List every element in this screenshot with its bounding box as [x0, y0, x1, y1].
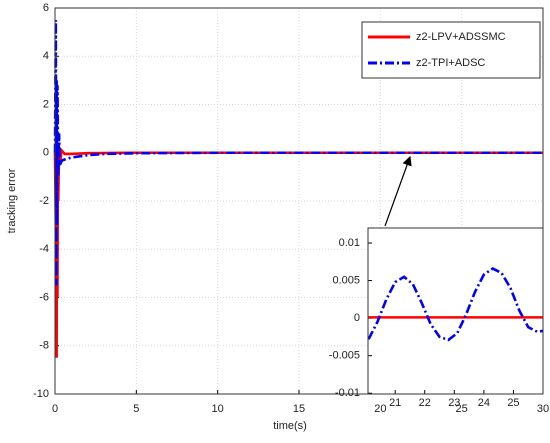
axes-frame: [367, 227, 544, 395]
x-axis-label: time(s): [273, 420, 307, 432]
axes-frame: [54, 7, 544, 395]
x-tick-label: 25: [507, 397, 519, 409]
y-tick-label: 0: [43, 147, 49, 159]
y-tick-label: 0.005: [332, 274, 360, 286]
y-tick-label: -0.01: [335, 387, 360, 399]
legend: [361, 21, 541, 79]
x-tick-label: 23: [448, 397, 460, 409]
x-tick-label: 24: [478, 397, 490, 409]
plot-area: [368, 228, 543, 394]
x-tick-label: 5: [133, 403, 139, 415]
y-tick-label: 6: [43, 2, 49, 14]
legend-label: z2-LPV+ADSSMC: [416, 31, 506, 43]
x-tick-label: 10: [212, 403, 224, 415]
x-tick-label: 15: [293, 403, 305, 415]
x-tick-label: 30: [537, 403, 549, 415]
y-tick-label: 0: [354, 312, 360, 324]
x-tick-label: 0: [52, 403, 58, 415]
series-line: [53, 20, 543, 286]
inset-axes: 21 22 23 24 25 -0.01 -0.005 0 0.005 0.01: [329, 227, 544, 409]
annotation-arrow: [384, 155, 412, 227]
y-tick-label: 0.01: [339, 237, 360, 249]
x-tick-label: 22: [419, 397, 431, 409]
y-tick-label: -10: [33, 388, 49, 400]
y-tick-label: -8: [39, 340, 49, 352]
main-axes: 0 5 10 15 20 25 30-10-8-6-4-20246z2-LPV+ADSSMC…: [33, 2, 549, 415]
legend-label: z2-TPI+ADSC: [416, 57, 485, 69]
y-axis-label: tracking error: [6, 168, 18, 233]
y-tick-label: -2: [39, 195, 49, 207]
x-tick-label: 20: [374, 403, 386, 415]
x-tick-label: 25: [456, 403, 468, 415]
y-tick-label: 2: [43, 98, 49, 110]
y-tick-label: 4: [43, 50, 49, 62]
y-tick-label: -6: [39, 291, 49, 303]
y-tick-label: -0.005: [329, 350, 360, 362]
x-tick-label: 21: [389, 397, 401, 409]
y-tick-label: -4: [39, 243, 49, 255]
